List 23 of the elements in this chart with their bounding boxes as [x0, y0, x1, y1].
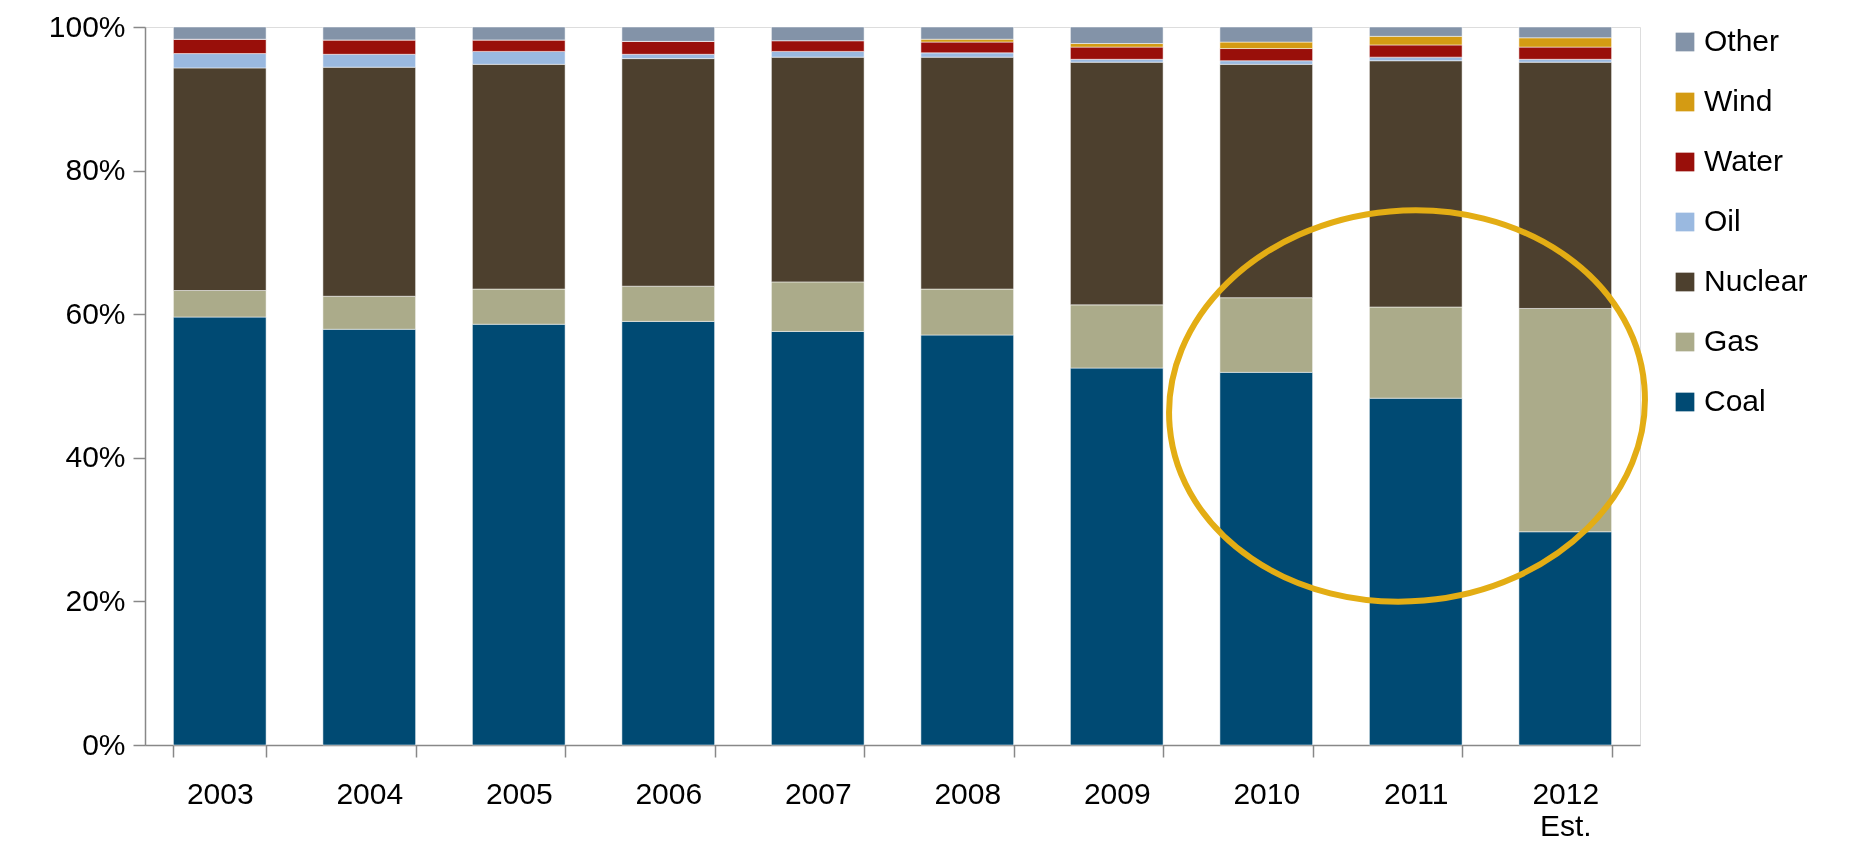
legend-label: Gas: [1704, 324, 1760, 357]
y-tick-label: 80%: [65, 153, 126, 187]
x-tick-label: 2012 Est.: [1532, 776, 1600, 842]
x-tick-label: 2004: [336, 776, 404, 810]
x-tick-label: 2005: [485, 776, 553, 810]
legend-label: Oil: [1704, 204, 1741, 237]
legend-label: Nuclear: [1704, 264, 1808, 297]
y-tick-label: 100%: [48, 9, 126, 43]
x-tick-label: 2006: [635, 776, 703, 810]
x-tick-label: 2009: [1083, 776, 1151, 810]
legend-label: Coal: [1704, 384, 1766, 417]
x-tick-label: 2010: [1233, 776, 1301, 810]
y-tick-label: 20%: [65, 583, 126, 617]
y-tick-label: 0%: [82, 727, 126, 761]
legend-label: Water: [1704, 144, 1783, 177]
x-tick-label: 2003: [186, 776, 254, 810]
legend-label: Other: [1704, 24, 1780, 57]
x-tick-label: 2007: [784, 776, 852, 810]
x-tick-label: 2008: [934, 776, 1002, 810]
legend-label: Wind: [1704, 84, 1773, 117]
x-tick-label: 2011: [1383, 776, 1449, 810]
y-tick-label: 60%: [65, 296, 126, 330]
y-tick-label: 40%: [65, 440, 126, 474]
